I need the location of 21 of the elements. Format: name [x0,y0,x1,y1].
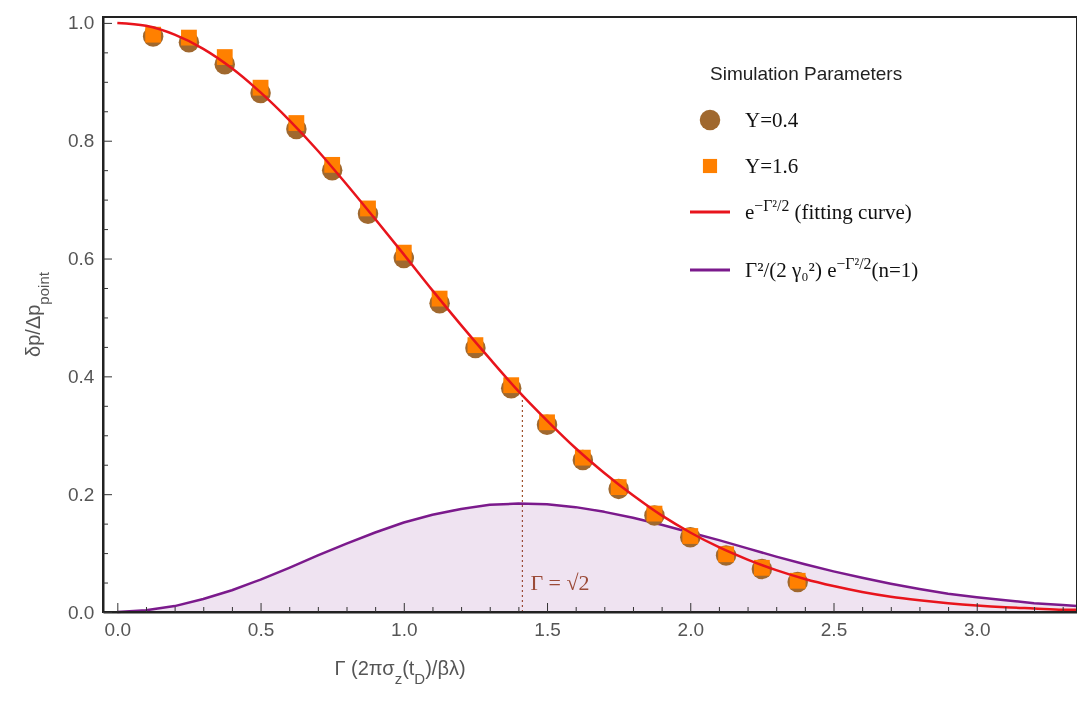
y-tick-label: 0.0 [67,601,95,623]
legend-label: Υ=0.4 [745,108,799,132]
legend-label: Γ²/(2 γ₀²) e$^{−Γ²/2}$(n=1) [745,254,919,282]
y-tick-label: 0.2 [67,483,95,505]
line-series [116,21,1077,611]
legend-label: e$^{−Γ²/2}$ (fitting curve) [745,196,912,224]
y-tick-label: 1.0 [67,12,95,34]
x-tick-label: 0.5 [247,618,275,640]
y-tick-label: 0.4 [67,365,95,387]
x-tick-label: 1.0 [391,618,418,640]
x-tick-label: 3.0 [964,618,991,640]
y-tick-label: 0.8 [67,130,95,152]
x-axis-title: Γ (2πσ$_{z}$(t$_{D}$)/βλ) [334,657,466,687]
ref-line-label: Γ = √2 [530,570,590,595]
x-tick-label: 2.5 [820,618,848,640]
legend-label: Υ=1.6 [745,154,799,178]
legend-title: Simulation Parameters [710,63,903,84]
x-tick-label: 1.5 [534,618,561,640]
y-tick-label: 0.6 [67,248,95,270]
x-tick-label: 0.0 [104,618,132,640]
x-tick-label: 2.0 [677,618,704,640]
